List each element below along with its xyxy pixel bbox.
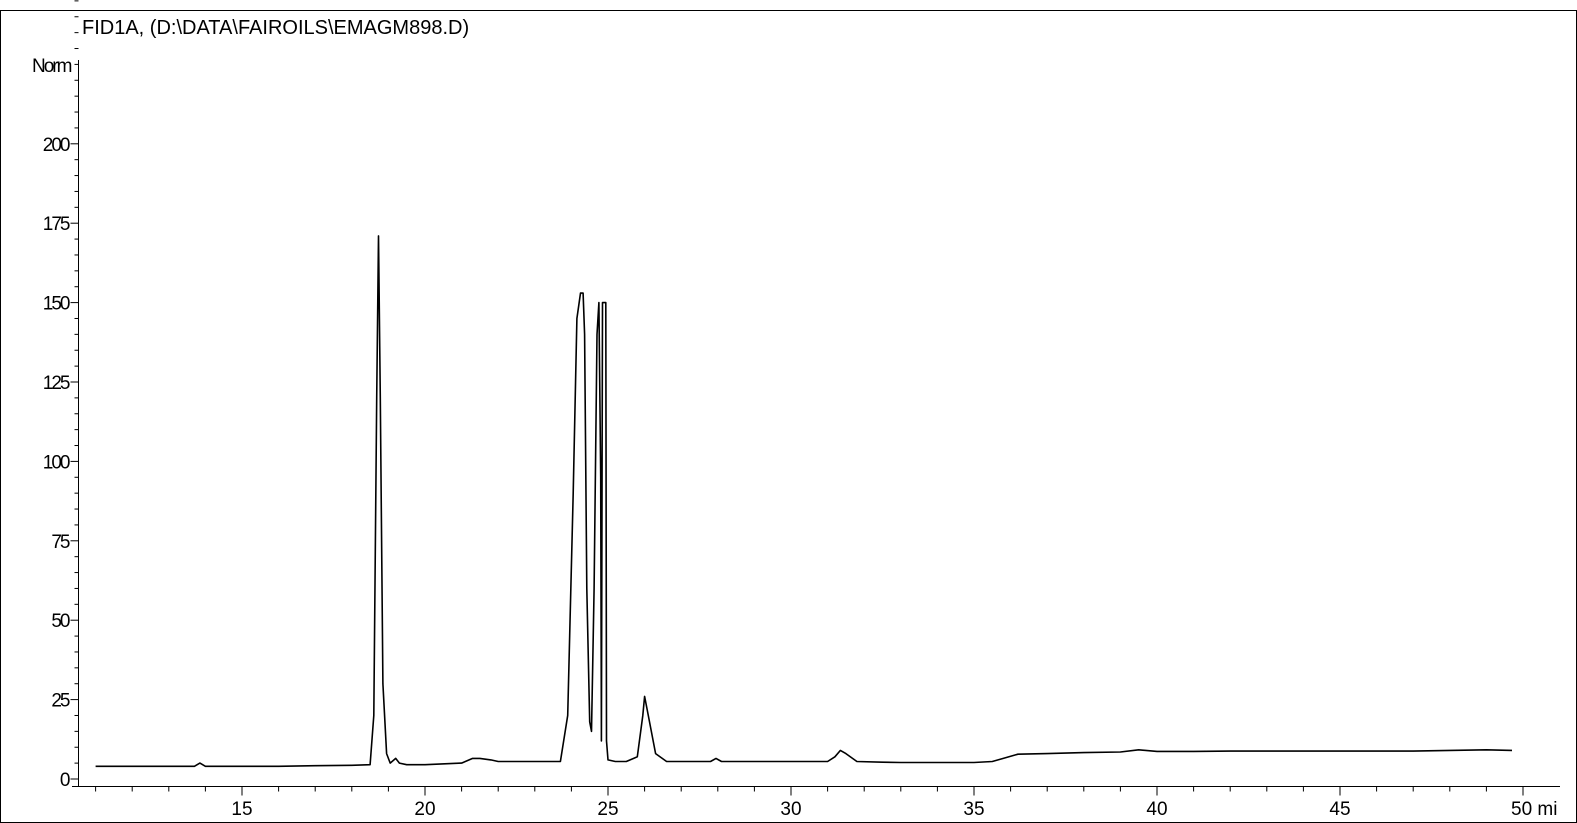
y-tick-label: 50: [51, 611, 70, 632]
y-tick-label: 75: [51, 532, 70, 553]
y-tick-label: 175: [43, 214, 70, 235]
chromatogram-trace: [96, 236, 1512, 766]
x-tick-label: 20: [414, 799, 435, 820]
chart-title: FID1A, (D:\DATA\FAIROILS\EMAGM898.D): [82, 17, 469, 39]
x-tick-label: 40: [1146, 799, 1167, 820]
y-axis-label: Norm: [32, 56, 72, 77]
y-axis-ticks: 0 25 50 75 100 125 150 175 200: [43, 1, 79, 791]
y-tick-label: 150: [43, 294, 70, 315]
x-axis-ticks: 15 20 25 30 35 40 45: [96, 787, 1523, 821]
x-tick-label: 25: [597, 799, 618, 820]
y-tick-label: 125: [43, 373, 70, 394]
x-axis-unit-label: 50 mi: [1511, 799, 1557, 820]
x-tick-label: 35: [963, 799, 984, 820]
y-tick-label: 0: [60, 770, 70, 791]
y-tick-label: 100: [43, 452, 70, 473]
x-tick-label: 30: [780, 799, 801, 820]
y-tick-label: 25: [51, 691, 70, 712]
x-tick-label: 45: [1329, 799, 1350, 820]
y-tick-label: 200: [43, 135, 70, 156]
x-tick-label: 15: [231, 799, 252, 820]
chart-frame: [1, 11, 1577, 823]
